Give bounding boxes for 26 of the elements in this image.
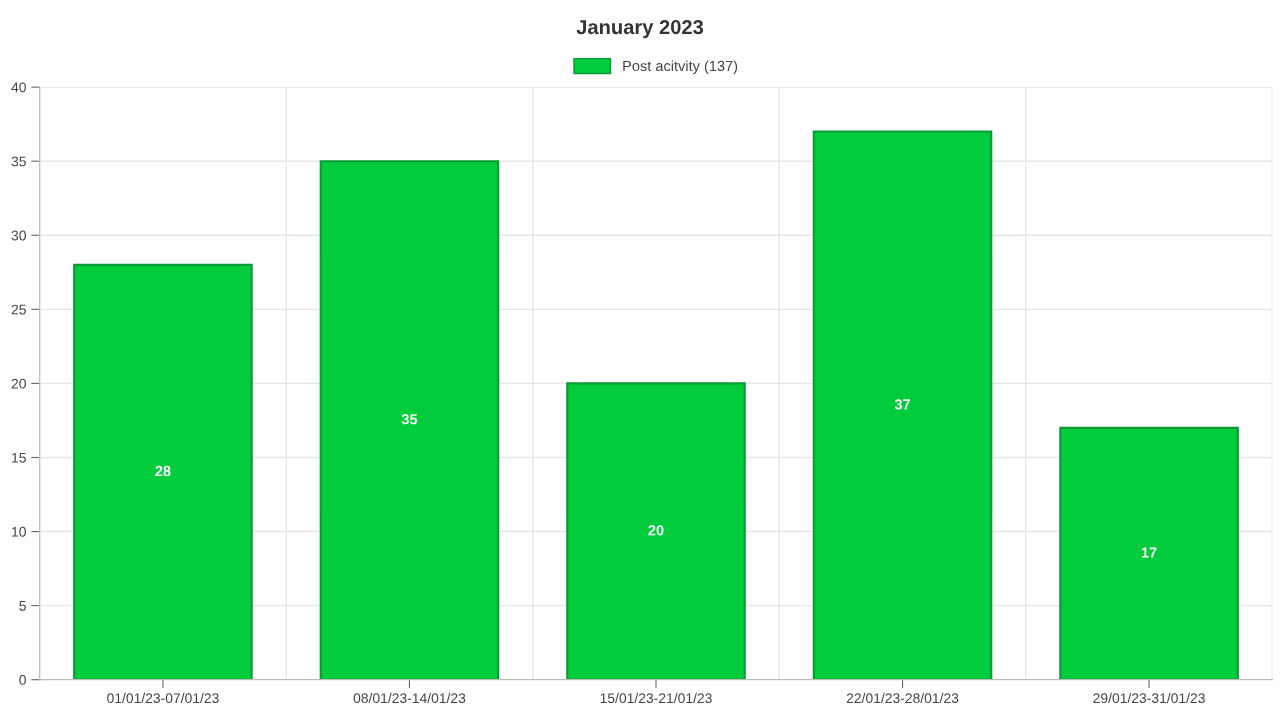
x-tick-label: 15/01/23-21/01/23 <box>600 692 712 704</box>
data-label: 35 <box>401 414 418 425</box>
legend-label: Post acitvity (137) <box>623 60 738 74</box>
y-tick-label: 20 <box>11 378 26 389</box>
x-tick-label: 22/01/23-28/01/23 <box>846 692 959 704</box>
y-tick-label: 10 <box>12 526 26 537</box>
x-tick-label: 01/01/23-07/01/23 <box>107 692 219 704</box>
y-tick-label: 15 <box>12 452 26 463</box>
data-label: 20 <box>648 525 664 536</box>
y-tick-label: 30 <box>11 230 26 241</box>
y-tick-label: 0 <box>19 675 26 685</box>
bar <box>73 263 253 680</box>
chart-title: January 2023 <box>576 19 704 39</box>
data-label: 17 <box>1141 547 1157 558</box>
bar <box>566 382 746 680</box>
y-tick-label: 40 <box>11 82 26 93</box>
x-tick-label: 29/01/23-31/01/23 <box>1093 692 1205 704</box>
y-tick-label: 35 <box>11 156 26 167</box>
y-tick-label: 5 <box>19 601 26 611</box>
bar <box>812 130 993 680</box>
bar <box>319 160 500 680</box>
x-tick-label: 08/01/23-14/01/23 <box>353 692 466 704</box>
data-label: 28 <box>155 465 171 477</box>
y-tick-label: 25 <box>11 304 26 315</box>
data-label: 37 <box>894 399 910 410</box>
bar <box>1059 426 1239 680</box>
